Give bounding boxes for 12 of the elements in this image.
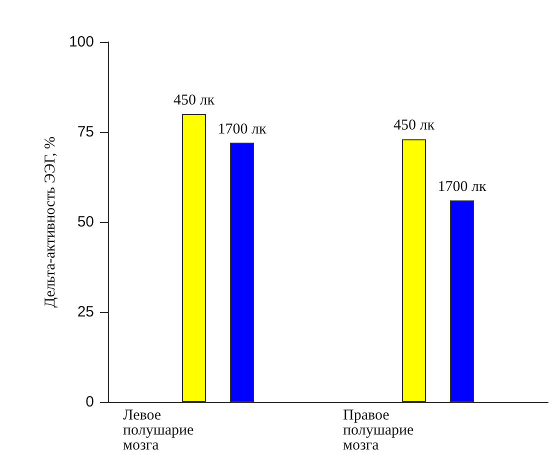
y-tick-label: 0 xyxy=(86,394,94,410)
text: 1700 лк xyxy=(438,178,486,195)
y-tick-label: 50 xyxy=(77,214,94,230)
x-tick-label: Левое полушарие мозга xyxy=(123,408,198,454)
x-tick-label: Правое полушарие мозга xyxy=(343,408,418,454)
y-tick-label: 100 xyxy=(68,34,94,50)
series-label: 450 лк xyxy=(173,92,216,108)
y-axis-title: Дельта-активность ЭЭГ, % xyxy=(42,136,58,308)
y-tick-label: 25 xyxy=(77,304,94,320)
text: 450 лк xyxy=(393,118,435,134)
y-tick-label: 75 xyxy=(77,124,94,140)
series-label: 1700 лк xyxy=(218,121,267,138)
